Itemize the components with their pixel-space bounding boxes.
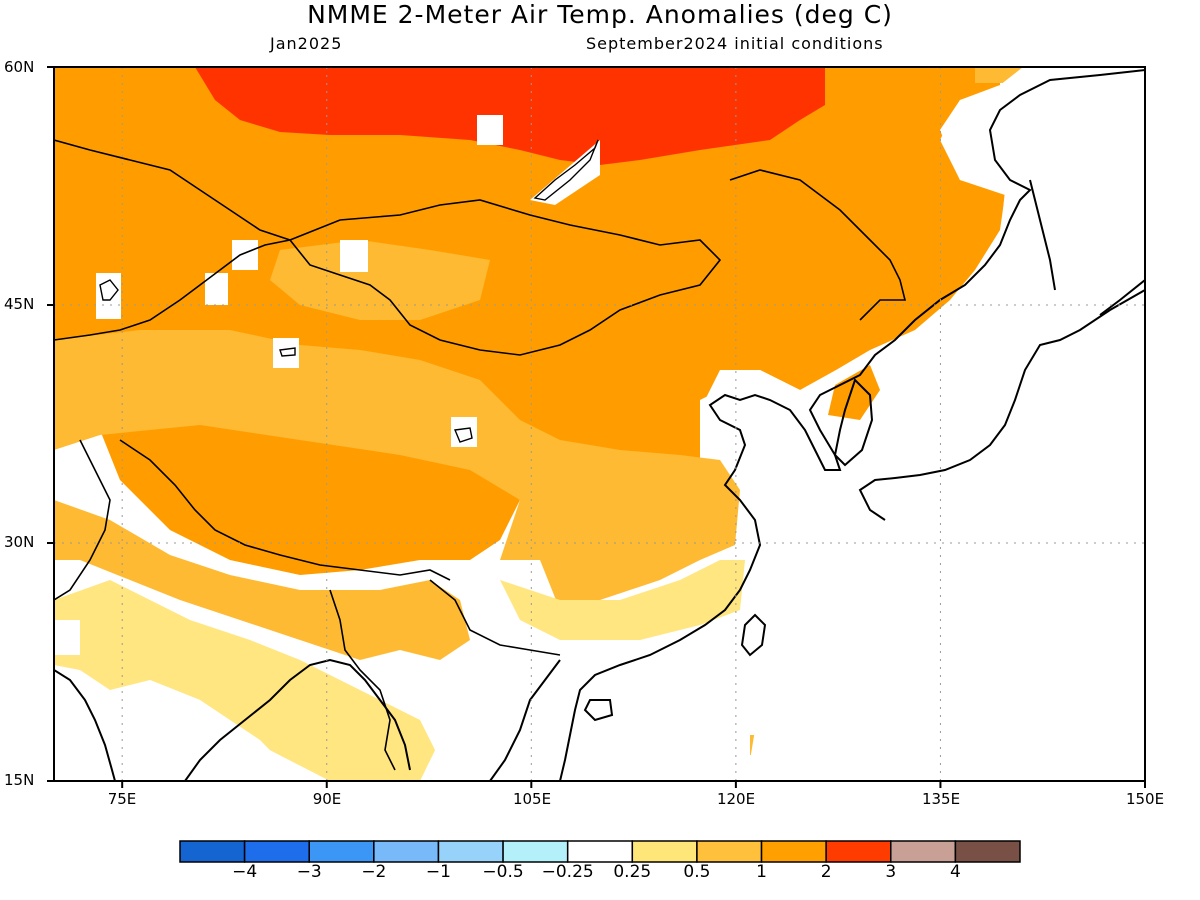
legend-tick-label: −4: [232, 862, 258, 882]
initial-conditions-label: September2024 initial conditions: [586, 34, 884, 53]
legend-color-swatch: [825, 840, 892, 863]
legend-color-swatch: [437, 840, 504, 863]
legend-color-swatch: [566, 840, 634, 863]
region-light-orange-central: [54, 330, 740, 610]
coastline-hainan: [583, 699, 614, 722]
lake-qinghai-outline: [454, 427, 473, 443]
coastlines: [54, 69, 1145, 781]
legend-tick-label: 1: [756, 862, 767, 882]
border-central-asia: [54, 239, 291, 341]
coastline-indochina: [489, 659, 561, 781]
region-light-orange-tarim: [270, 240, 490, 320]
map-title: NMME 2-Meter Air Temp. Anomalies (deg C): [307, 0, 893, 29]
legend-tick-label: −3: [296, 862, 322, 882]
ocean-cell-west: [54, 620, 80, 655]
border-russia-kazakh: [54, 139, 291, 241]
lon-label-105e: 105E: [512, 790, 552, 808]
lake-issyk-outline: [279, 347, 296, 357]
ocean-area-northeast: [420, 67, 1145, 781]
lat-label-15n: 15N: [4, 771, 35, 789]
ocean-bengal-2: [150, 680, 300, 781]
region-yellow-china-coast: [500, 560, 745, 640]
lat-label-45n: 45N: [4, 295, 35, 313]
lon-label-75e: 75E: [107, 790, 137, 808]
lake-cell-2: [232, 240, 258, 270]
lon-label-135e: 135E: [921, 790, 961, 808]
axis-ticks: [47, 66, 1146, 788]
country-borders: [54, 139, 907, 771]
lat-label-60n: 60N: [4, 58, 35, 76]
legend-color-swatch: [179, 840, 246, 863]
legend-tick-label: −0.25: [541, 862, 594, 882]
border-russia-china-ne: [729, 169, 907, 321]
legend-tick-label: 0.5: [683, 862, 711, 882]
lake-cell-5: [477, 115, 503, 145]
legend-color-swatch: [373, 840, 440, 863]
border-himalaya: [119, 439, 451, 581]
lake-cell-1: [205, 273, 228, 305]
lake-balkhash-outline: [99, 279, 119, 301]
lon-label-150e: 150E: [1125, 790, 1165, 808]
border-china-se-asia: [429, 579, 561, 656]
legend-color-swatch: [308, 840, 375, 863]
coastline-korea: [833, 378, 874, 467]
lon-label-120e: 120E: [716, 790, 756, 808]
lat-label-30n: 30N: [4, 533, 35, 551]
lake-cell-3: [340, 240, 368, 272]
legend-tick-label: 2: [820, 862, 832, 882]
border-myanmar: [329, 589, 396, 771]
coastline-kamchatka: [1099, 279, 1145, 316]
legend-color-swatch: [502, 840, 569, 863]
legend-tick-label: −1: [425, 862, 451, 882]
target-month-label: Jan2025: [270, 34, 343, 53]
legend-color-swatch: [954, 840, 1021, 863]
legend-color-swatch: [243, 840, 310, 863]
legend-color-swatch: [696, 840, 763, 863]
coastline-sakhalin: [1029, 179, 1056, 291]
coastline-asia-east: [559, 69, 1145, 781]
region-red-siberia: [195, 67, 825, 165]
region-korea-land: [828, 365, 880, 420]
border-india-pakistan: [54, 439, 111, 601]
graticule: [54, 67, 1145, 781]
legend-tick-label: 0.25: [613, 862, 652, 882]
coastline-taiwan: [740, 613, 767, 657]
coastline-bengal: [184, 658, 411, 781]
lake-baikal-outline: [533, 139, 599, 201]
lake-outlines: [99, 139, 599, 443]
legend-tick-label: 4: [949, 862, 961, 882]
region-light-orange-south-asia: [54, 500, 470, 660]
region-yellow-india: [54, 580, 440, 781]
legend-color-swatch: [631, 840, 698, 863]
lon-label-90e: 90E: [312, 790, 342, 808]
plot-frame: [53, 66, 1146, 782]
border-china-mongolia: [288, 199, 722, 356]
legend-tick-label: −2: [361, 862, 387, 882]
region-orange-tibet: [100, 420, 520, 575]
ocean-bay-of-bengal: [54, 690, 130, 781]
legend-color-swatch: [760, 840, 827, 863]
legend-color-swatch: [890, 840, 957, 863]
legend-tick-label: 3: [885, 862, 897, 882]
coastline-india: [54, 669, 116, 781]
coastline-japan: [858, 289, 1145, 521]
legend-tick-label: −0.5: [482, 862, 524, 882]
